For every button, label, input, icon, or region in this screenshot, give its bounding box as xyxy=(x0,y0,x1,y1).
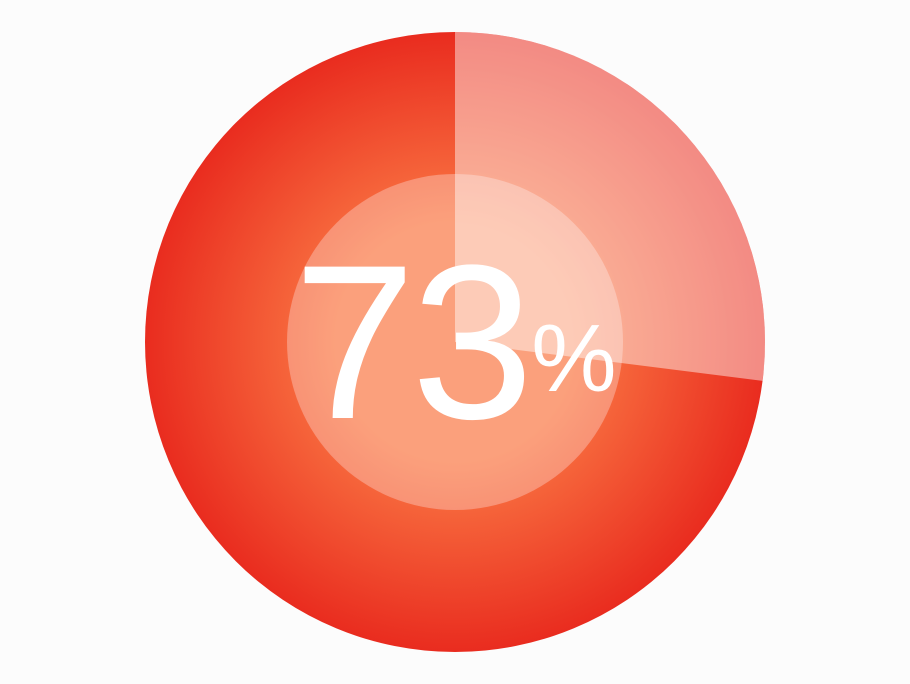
progress-svg xyxy=(145,32,765,652)
radial-progress-chart: 73 % xyxy=(145,32,765,652)
